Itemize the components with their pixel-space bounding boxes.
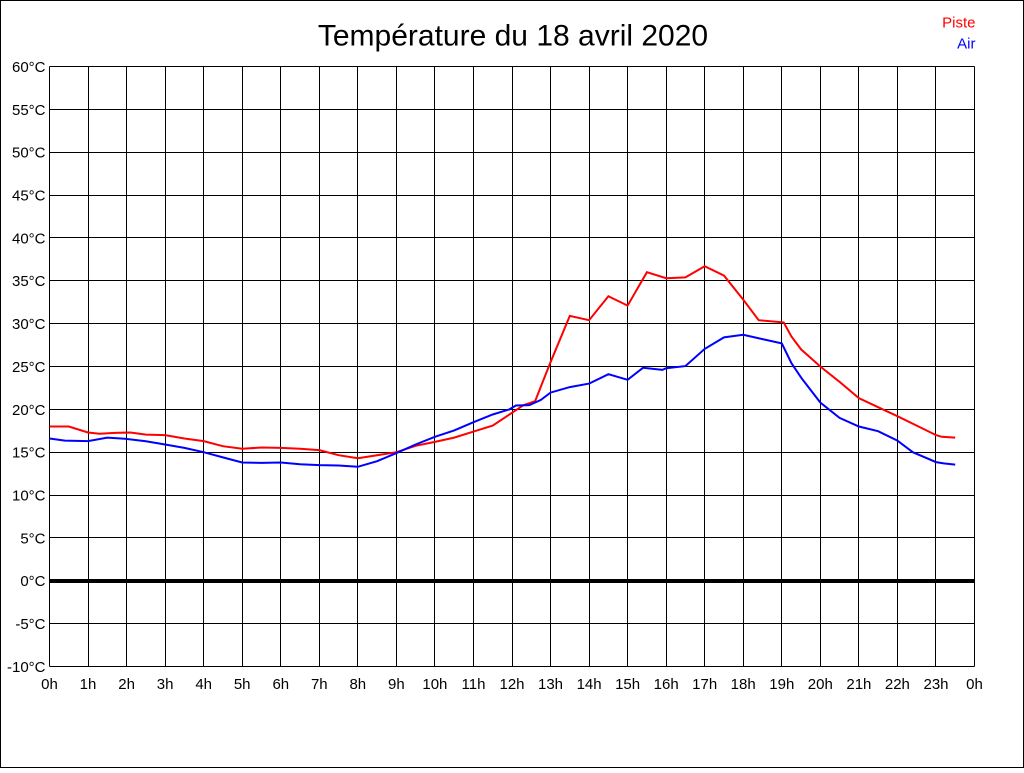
svg-text:60°C: 60°C (12, 59, 46, 76)
svg-text:11h: 11h (462, 676, 486, 693)
svg-text:10°C: 10°C (12, 488, 46, 505)
svg-text:18h: 18h (731, 676, 756, 693)
svg-text:17h: 17h (692, 676, 717, 693)
svg-text:23h: 23h (923, 676, 948, 693)
svg-text:19h: 19h (769, 676, 794, 693)
svg-text:40°C: 40°C (12, 230, 46, 247)
svg-text:15°C: 15°C (12, 445, 46, 462)
svg-text:5°C: 5°C (20, 530, 45, 547)
svg-text:50°C: 50°C (12, 145, 46, 162)
svg-text:-5°C: -5°C (15, 616, 45, 633)
svg-text:14h: 14h (577, 676, 602, 693)
svg-text:0h: 0h (41, 676, 58, 693)
svg-text:35°C: 35°C (12, 273, 46, 290)
svg-text:Piste: Piste (942, 14, 975, 31)
svg-text:21h: 21h (846, 676, 871, 693)
svg-text:12h: 12h (499, 676, 524, 693)
svg-text:16h: 16h (654, 676, 679, 693)
svg-text:5h: 5h (234, 676, 251, 693)
svg-text:2h: 2h (118, 676, 135, 693)
svg-text:13h: 13h (538, 676, 563, 693)
svg-text:9h: 9h (388, 676, 405, 693)
svg-text:20h: 20h (808, 676, 833, 693)
svg-text:45°C: 45°C (12, 188, 46, 205)
svg-text:-10°C: -10°C (7, 659, 46, 676)
svg-text:55°C: 55°C (12, 102, 46, 119)
svg-text:8h: 8h (349, 676, 366, 693)
svg-text:25°C: 25°C (12, 359, 46, 376)
svg-text:4h: 4h (195, 676, 212, 693)
svg-text:20°C: 20°C (12, 402, 46, 419)
svg-text:Température du 18 avril 2020: Température du 18 avril 2020 (318, 20, 708, 53)
svg-text:3h: 3h (157, 676, 174, 693)
svg-text:10h: 10h (422, 676, 447, 693)
svg-text:22h: 22h (885, 676, 910, 693)
svg-text:Air: Air (957, 36, 975, 53)
svg-text:7h: 7h (311, 676, 328, 693)
svg-text:6h: 6h (272, 676, 289, 693)
svg-text:0h: 0h (966, 676, 983, 693)
svg-text:15h: 15h (615, 676, 640, 693)
svg-text:1h: 1h (80, 676, 97, 693)
svg-text:30°C: 30°C (12, 316, 46, 333)
svg-text:0°C: 0°C (20, 573, 45, 590)
